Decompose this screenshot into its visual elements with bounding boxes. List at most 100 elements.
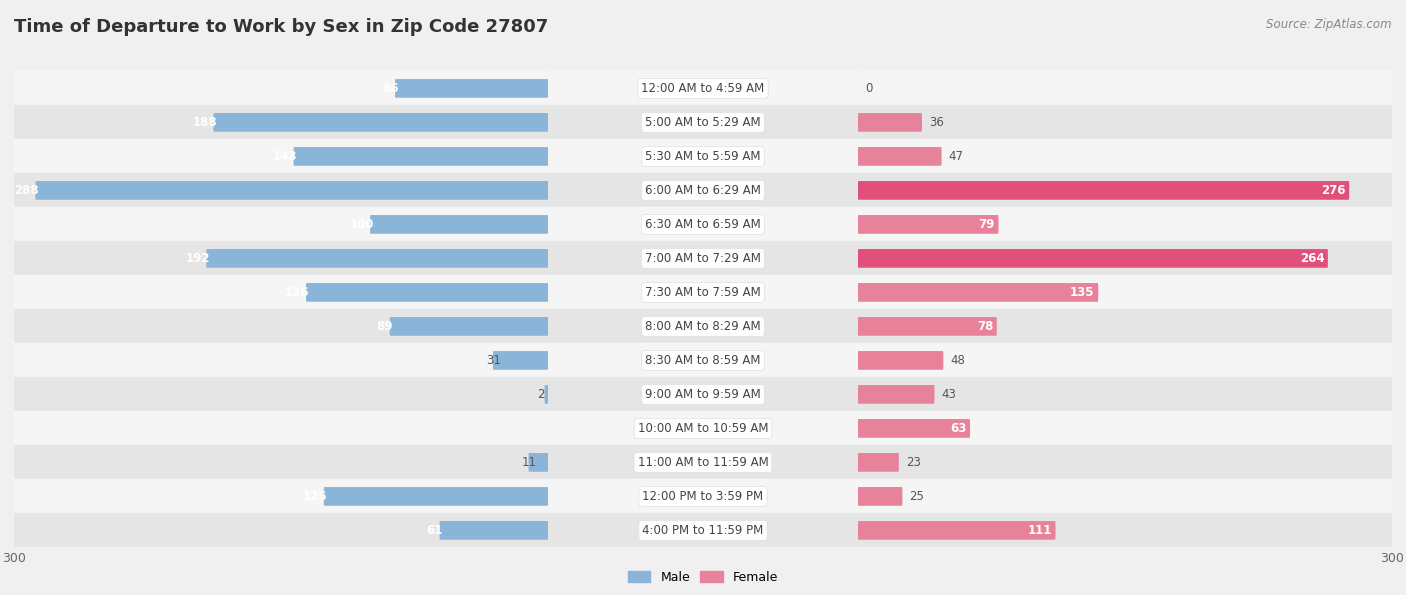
Text: 43: 43 xyxy=(942,388,956,401)
Bar xyxy=(14,480,548,513)
FancyBboxPatch shape xyxy=(294,147,548,166)
Bar xyxy=(858,173,1392,208)
FancyBboxPatch shape xyxy=(858,317,997,336)
Text: 10:00 AM to 10:59 AM: 10:00 AM to 10:59 AM xyxy=(638,422,768,435)
Bar xyxy=(14,139,548,173)
FancyBboxPatch shape xyxy=(858,215,998,234)
Bar xyxy=(858,139,1392,173)
FancyBboxPatch shape xyxy=(858,419,970,438)
Text: 276: 276 xyxy=(1322,184,1346,197)
Text: Time of Departure to Work by Sex in Zip Code 27807: Time of Departure to Work by Sex in Zip … xyxy=(14,18,548,36)
Text: 0: 0 xyxy=(865,82,872,95)
FancyBboxPatch shape xyxy=(858,113,922,131)
FancyBboxPatch shape xyxy=(494,351,548,369)
Bar xyxy=(548,139,858,173)
Text: 48: 48 xyxy=(950,354,966,367)
FancyBboxPatch shape xyxy=(858,283,1098,302)
Text: 9:00 AM to 9:59 AM: 9:00 AM to 9:59 AM xyxy=(645,388,761,401)
FancyBboxPatch shape xyxy=(307,283,548,302)
Text: 4:00 PM to 11:59 PM: 4:00 PM to 11:59 PM xyxy=(643,524,763,537)
Bar xyxy=(14,309,548,343)
Bar xyxy=(14,343,548,377)
Text: 36: 36 xyxy=(929,116,943,129)
Text: 63: 63 xyxy=(950,422,966,435)
Text: 136: 136 xyxy=(285,286,309,299)
Text: 6:00 AM to 6:29 AM: 6:00 AM to 6:29 AM xyxy=(645,184,761,197)
Bar xyxy=(858,309,1392,343)
Bar xyxy=(858,105,1392,139)
Text: 135: 135 xyxy=(1070,286,1095,299)
Text: 86: 86 xyxy=(382,82,398,95)
Text: 100: 100 xyxy=(349,218,374,231)
Text: 7:00 AM to 7:29 AM: 7:00 AM to 7:29 AM xyxy=(645,252,761,265)
Text: 192: 192 xyxy=(186,252,209,265)
Bar xyxy=(548,242,858,275)
Bar xyxy=(548,513,858,547)
Text: 5:30 AM to 5:59 AM: 5:30 AM to 5:59 AM xyxy=(645,150,761,163)
FancyBboxPatch shape xyxy=(858,487,903,506)
Bar xyxy=(548,377,858,411)
Text: 264: 264 xyxy=(1299,252,1324,265)
Bar xyxy=(858,480,1392,513)
Legend: Male, Female: Male, Female xyxy=(623,566,783,588)
FancyBboxPatch shape xyxy=(214,113,548,131)
Text: 12:00 PM to 3:59 PM: 12:00 PM to 3:59 PM xyxy=(643,490,763,503)
FancyBboxPatch shape xyxy=(858,521,1056,540)
FancyBboxPatch shape xyxy=(35,181,548,200)
Bar xyxy=(548,343,858,377)
FancyBboxPatch shape xyxy=(858,351,943,369)
FancyBboxPatch shape xyxy=(323,487,548,506)
FancyBboxPatch shape xyxy=(858,181,1350,200)
FancyBboxPatch shape xyxy=(858,147,942,166)
FancyBboxPatch shape xyxy=(544,385,548,404)
FancyBboxPatch shape xyxy=(440,521,548,540)
Bar xyxy=(548,173,858,208)
Bar xyxy=(14,411,548,446)
Text: 23: 23 xyxy=(905,456,921,469)
FancyBboxPatch shape xyxy=(858,249,1327,268)
Bar xyxy=(14,105,548,139)
Bar xyxy=(858,513,1392,547)
Bar xyxy=(14,173,548,208)
Text: 143: 143 xyxy=(273,150,297,163)
Bar xyxy=(14,377,548,411)
FancyBboxPatch shape xyxy=(858,453,898,472)
Text: 6:30 AM to 6:59 AM: 6:30 AM to 6:59 AM xyxy=(645,218,761,231)
Text: 79: 79 xyxy=(979,218,995,231)
Text: 12:00 AM to 4:59 AM: 12:00 AM to 4:59 AM xyxy=(641,82,765,95)
Bar xyxy=(858,446,1392,480)
Bar xyxy=(858,275,1392,309)
Text: 288: 288 xyxy=(14,184,39,197)
Text: 126: 126 xyxy=(302,490,328,503)
Bar xyxy=(14,71,548,105)
FancyBboxPatch shape xyxy=(389,317,548,336)
FancyBboxPatch shape xyxy=(529,453,548,472)
Text: 11:00 AM to 11:59 AM: 11:00 AM to 11:59 AM xyxy=(638,456,768,469)
Text: 61: 61 xyxy=(426,524,443,537)
FancyBboxPatch shape xyxy=(858,385,935,404)
Text: 5:00 AM to 5:29 AM: 5:00 AM to 5:29 AM xyxy=(645,116,761,129)
Bar xyxy=(14,275,548,309)
Bar xyxy=(548,208,858,242)
Bar xyxy=(14,242,548,275)
Bar xyxy=(548,105,858,139)
Bar xyxy=(14,208,548,242)
Text: 11: 11 xyxy=(522,456,537,469)
Bar xyxy=(858,208,1392,242)
Bar xyxy=(548,446,858,480)
FancyBboxPatch shape xyxy=(207,249,548,268)
Text: 31: 31 xyxy=(486,354,501,367)
Bar xyxy=(548,480,858,513)
Bar xyxy=(548,411,858,446)
Text: Source: ZipAtlas.com: Source: ZipAtlas.com xyxy=(1267,18,1392,31)
Text: 7:30 AM to 7:59 AM: 7:30 AM to 7:59 AM xyxy=(645,286,761,299)
Text: 89: 89 xyxy=(377,320,394,333)
Text: 8:30 AM to 8:59 AM: 8:30 AM to 8:59 AM xyxy=(645,354,761,367)
Text: 47: 47 xyxy=(949,150,963,163)
Bar xyxy=(858,242,1392,275)
FancyBboxPatch shape xyxy=(370,215,548,234)
Text: 188: 188 xyxy=(193,116,217,129)
Text: 78: 78 xyxy=(977,320,993,333)
Bar xyxy=(858,71,1392,105)
Bar xyxy=(548,71,858,105)
